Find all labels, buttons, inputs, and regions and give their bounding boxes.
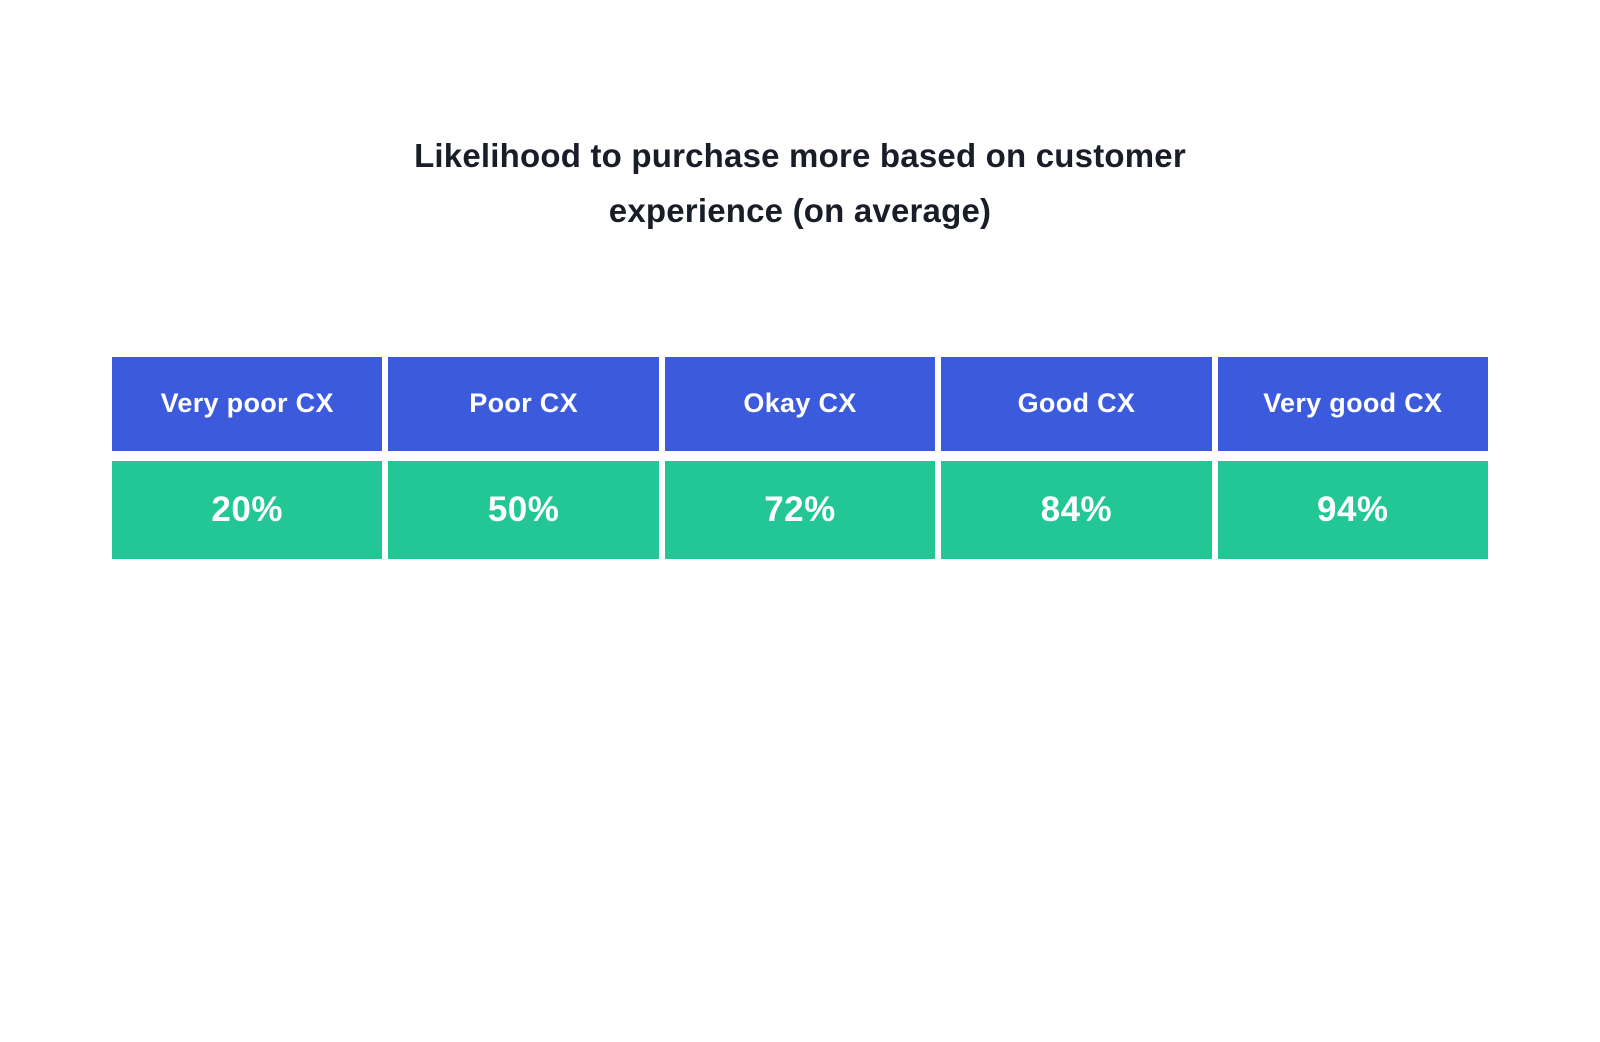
header-label: Very poor CX: [160, 388, 334, 419]
value-label: 20%: [211, 489, 283, 529]
table-value-cell-very-poor-cx: 20%: [112, 460, 383, 559]
header-label: Very good CX: [1263, 388, 1443, 419]
value-label: 84%: [1040, 489, 1113, 529]
value-label: 72%: [764, 489, 836, 529]
value-label: 94%: [1317, 489, 1389, 529]
table-header-cell-okay-cx: Okay CX: [664, 356, 936, 451]
table-header-cell-very-good-cx: Very good CX: [1217, 356, 1488, 451]
table-value-cell-good-cx: 84%: [941, 460, 1212, 559]
header-label: Okay CX: [743, 388, 857, 419]
table-value-cell-okay-cx: 72%: [664, 460, 936, 559]
table-header-cell-poor-cx: Poor CX: [388, 356, 659, 451]
header-label: Good CX: [1017, 388, 1136, 419]
table-header-cell-very-poor-cx: Very poor CX: [112, 356, 383, 451]
table-header-cell-good-cx: Good CX: [941, 356, 1212, 451]
header-label: Poor CX: [469, 388, 578, 419]
table-value-cell-poor-cx: 50%: [388, 460, 659, 559]
table-value-cell-very-good-cx: 94%: [1217, 460, 1488, 559]
value-label: 50%: [487, 489, 560, 529]
cx-likelihood-table: Very poor CX Poor CX Okay CX Good CX Ver…: [112, 356, 1488, 559]
chart-title: Likelihood to purchase more based on cus…: [414, 137, 1186, 230]
